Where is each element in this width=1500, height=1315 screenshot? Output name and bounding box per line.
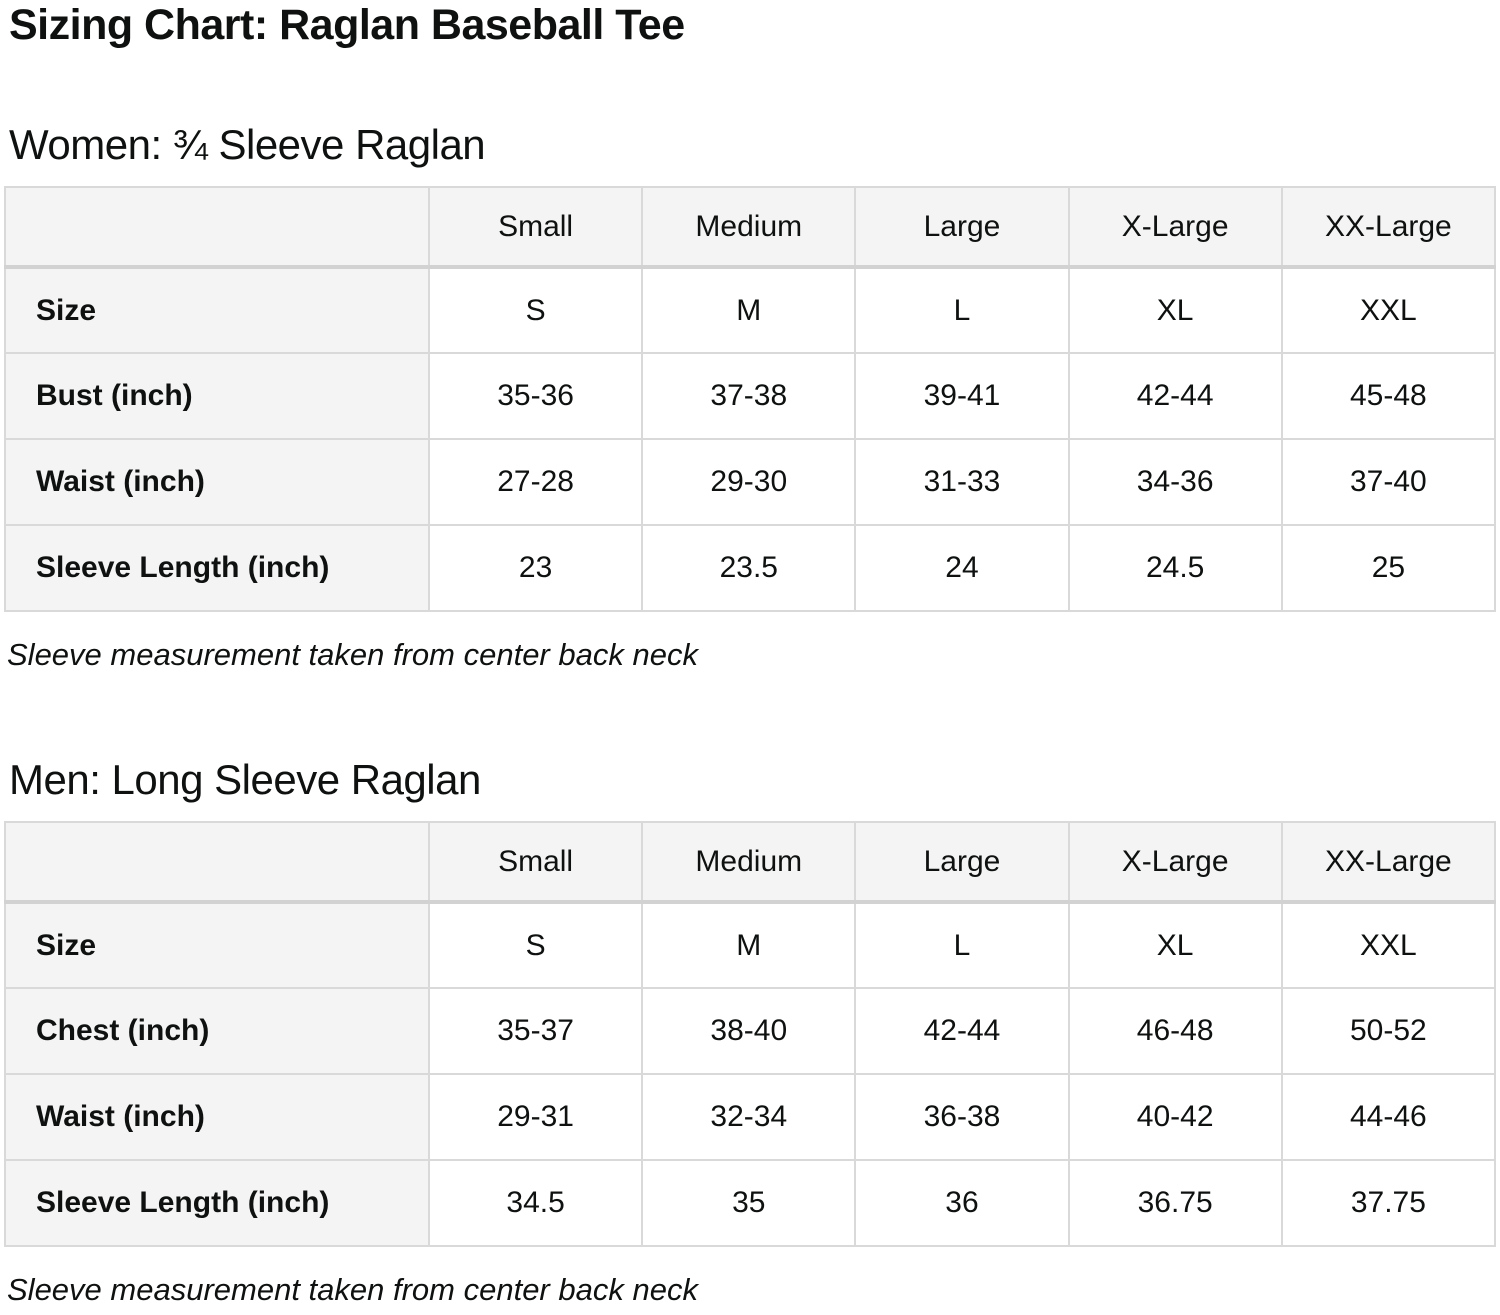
women-header-row: Small Medium Large X-Large XX-Large [4,186,1497,270]
section-heading-men: Men: Long Sleeve Raglan [9,755,481,803]
table-row-sleeve-length: Sleeve Length (inch) 34.5 35 36 36.75 37… [4,1159,1497,1248]
cell: 40-42 [1067,1073,1283,1162]
cell: 37.75 [1280,1159,1497,1248]
row-label: Sleeve Length (inch) [4,1159,430,1248]
corner-cell [4,821,430,905]
cell: 46-48 [1067,987,1283,1076]
women-sizing-table: Small Medium Large X-Large XX-Large Size… [4,186,1497,613]
cell: 44-46 [1280,1073,1497,1162]
cell: XXL [1280,266,1497,355]
row-label: Sleeve Length (inch) [4,524,430,613]
cell: 27-28 [427,438,644,527]
table-row-chest: Chest (inch) 35-37 38-40 42-44 46-48 50-… [4,987,1497,1076]
cell: 24.5 [1067,524,1283,613]
cell: 35 [641,1159,857,1248]
column-header-medium: Medium [641,186,857,270]
cell: XXL [1280,901,1497,990]
cell: M [641,266,857,355]
cell: 42-44 [854,987,1070,1076]
cell: 32-34 [641,1073,857,1162]
cell: 36.75 [1067,1159,1283,1248]
cell: 42-44 [1067,352,1283,441]
table-row-waist: Waist (inch) 29-31 32-34 36-38 40-42 44-… [4,1073,1497,1162]
cell: 50-52 [1280,987,1497,1076]
cell: 24 [854,524,1070,613]
cell: 23.5 [641,524,857,613]
cell: S [427,266,644,355]
cell: 45-48 [1280,352,1497,441]
column-header-small: Small [427,186,644,270]
cell: 35-36 [427,352,644,441]
men-table-footnote: Sleeve measurement taken from center bac… [7,1272,698,1308]
column-header-large: Large [854,186,1070,270]
table-row-size: Size S M L XL XXL [4,266,1497,355]
row-label: Size [4,901,430,990]
cell: L [854,901,1070,990]
table-row-bust: Bust (inch) 35-36 37-38 39-41 42-44 45-4… [4,352,1497,441]
column-header-xlarge: X-Large [1067,186,1283,270]
cell: L [854,266,1070,355]
row-label: Waist (inch) [4,1073,430,1162]
cell: 34.5 [427,1159,644,1248]
cell: 29-30 [641,438,857,527]
page-title: Sizing Chart: Raglan Baseball Tee [9,1,685,49]
table-row-sleeve-length: Sleeve Length (inch) 23 23.5 24 24.5 25 [4,524,1497,613]
column-header-xlarge: X-Large [1067,821,1283,905]
cell: 23 [427,524,644,613]
cell: XL [1067,901,1283,990]
corner-cell [4,186,430,270]
row-label: Chest (inch) [4,987,430,1076]
cell: 37-40 [1280,438,1497,527]
cell: 25 [1280,524,1497,613]
cell: 38-40 [641,987,857,1076]
column-header-small: Small [427,821,644,905]
column-header-xxlarge: XX-Large [1280,186,1497,270]
cell: 29-31 [427,1073,644,1162]
cell: 34-36 [1067,438,1283,527]
row-label: Size [4,266,430,355]
column-header-medium: Medium [641,821,857,905]
row-label: Bust (inch) [4,352,430,441]
cell: 31-33 [854,438,1070,527]
section-heading-women: Women: ¾ Sleeve Raglan [9,121,486,169]
column-header-large: Large [854,821,1070,905]
cell: S [427,901,644,990]
cell: 35-37 [427,987,644,1076]
cell: 37-38 [641,352,857,441]
row-label: Waist (inch) [4,438,430,527]
column-header-xxlarge: XX-Large [1280,821,1497,905]
women-table-footnote: Sleeve measurement taken from center bac… [7,637,698,673]
table-row-waist: Waist (inch) 27-28 29-30 31-33 34-36 37-… [4,438,1497,527]
men-header-row: Small Medium Large X-Large XX-Large [4,821,1497,905]
cell: 36 [854,1159,1070,1248]
table-row-size: Size S M L XL XXL [4,901,1497,990]
cell: 36-38 [854,1073,1070,1162]
cell: 39-41 [854,352,1070,441]
cell: M [641,901,857,990]
men-sizing-table: Small Medium Large X-Large XX-Large Size… [4,821,1497,1248]
cell: XL [1067,266,1283,355]
